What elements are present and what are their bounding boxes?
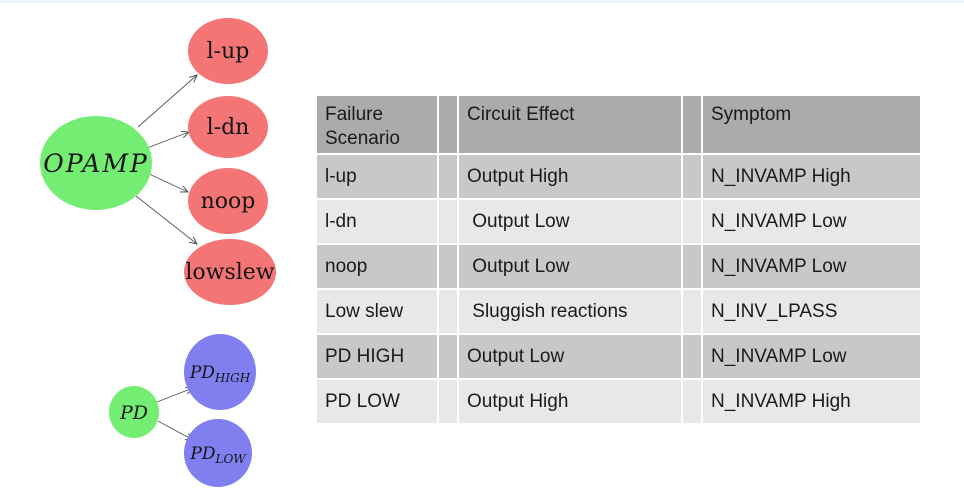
node-noop [188,168,268,234]
failure-table: Failure Scenario Circuit Effect Symptom … [315,94,922,425]
cell-symptom: N_INVAMP High [703,155,920,198]
node-ldn-label: l-dn [207,115,250,140]
table-row: Low slew Sluggish reactions N_INV_LPASS [317,290,920,333]
node-pd-label: PD [119,402,148,424]
col-header-symptom: Symptom [703,96,920,153]
node-pdlow-label-base: PD [189,444,215,464]
cell-symptom: N_INVAMP Low [703,245,920,288]
node-pdlow-label-subscript: LOW [214,452,247,466]
cell-symptom: N_INV_LPASS [703,290,920,333]
edge-pd-pdhigh [156,388,193,403]
node-lup [188,18,268,84]
cell-scenario: l-dn [317,200,437,243]
cell-scenario: Low slew [317,290,437,333]
cell-symptom: N_INVAMP High [703,380,920,423]
node-ldn [188,96,268,158]
node-pdhigh-label: PDHIGH [189,363,251,385]
top-edge-highlight [0,0,964,3]
spacer-cell [439,200,457,243]
node-pdhigh-label-subscript: HIGH [214,371,251,385]
table-row: noop Output Low N_INVAMP Low [317,245,920,288]
table-row: l-up Output High N_INVAMP High [317,155,920,198]
spacer-cell [439,335,457,378]
node-lup-label: l-up [207,39,250,64]
spacer-cell [683,335,701,378]
node-pd [109,386,159,438]
cell-symptom: N_INVAMP Low [703,335,920,378]
node-opamp [40,116,152,210]
cell-scenario: l-up [317,155,437,198]
node-pdlow-label: PDLOW [189,444,247,466]
edge-pd-pdlow [157,420,193,440]
cell-effect: Output Low [459,245,681,288]
edge-opamp-lup [137,75,197,128]
table-row: PD LOW Output High N_INVAMP High [317,380,920,423]
spacer-cell [683,200,701,243]
node-lowslew [184,239,276,305]
cell-effect: Output Low [459,335,681,378]
spacer-column [439,96,457,153]
node-pdhigh [184,334,256,410]
spacer-cell [683,290,701,333]
cell-effect: Output High [459,380,681,423]
cell-symptom: N_INVAMP Low [703,200,920,243]
node-pdlow [184,419,252,487]
table-header-row: Failure Scenario Circuit Effect Symptom [317,96,920,153]
cell-scenario: noop [317,245,437,288]
spacer-cell [439,290,457,333]
node-noop-label: noop [201,189,256,214]
spacer-cell [683,245,701,288]
cell-effect: Output Low [459,200,681,243]
col-header-failure-scenario: Failure Scenario [317,96,437,153]
spacer-cell [439,155,457,198]
edge-opamp-noop [146,172,188,192]
edge-opamp-ldn [146,132,189,149]
cell-effect: Sluggish reactions [459,290,681,333]
pd-tree: PD PDHIGH PDLOW [109,334,256,487]
spacer-cell [683,380,701,423]
node-opamp-label: OPAMP [43,149,149,178]
edge-opamp-lowslew [135,195,197,244]
cell-scenario: PD HIGH [317,335,437,378]
node-pdhigh-label-base: PD [189,363,215,383]
spacer-cell [683,155,701,198]
spacer-cell [439,380,457,423]
cell-effect: Output High [459,155,681,198]
table-row: PD HIGH Output Low N_INVAMP Low [317,335,920,378]
col-header-circuit-effect: Circuit Effect [459,96,681,153]
opamp-tree: OPAMP l-up l-dn noop lowslew [40,18,276,305]
spacer-cell [439,245,457,288]
cell-scenario: PD LOW [317,380,437,423]
table-row: l-dn Output Low N_INVAMP Low [317,200,920,243]
spacer-column [683,96,701,153]
node-lowslew-label: lowslew [185,260,274,285]
